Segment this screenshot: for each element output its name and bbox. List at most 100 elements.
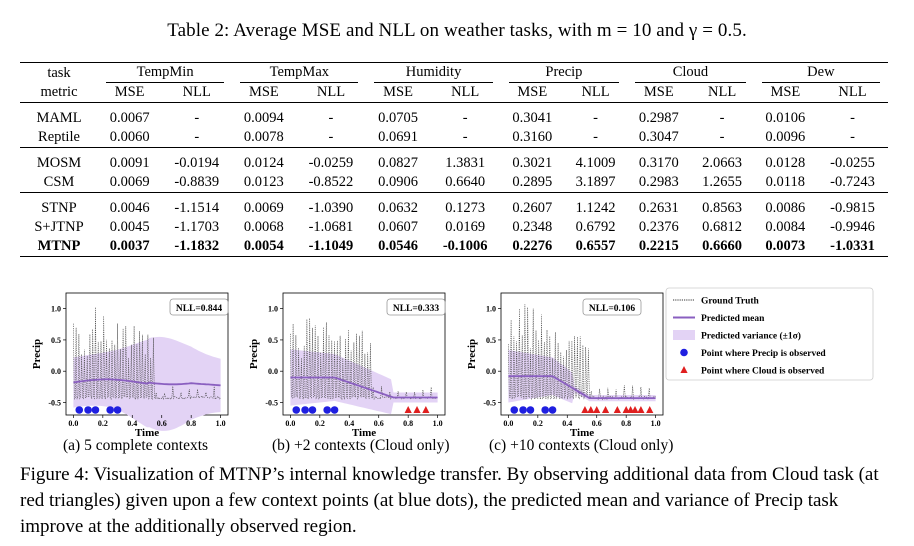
table-cell: - [719,129,725,145]
figure-panel-a: 1.0 0.5 0.0 -0.5 0.0 0.2 0.4 0.6 0.8 1.0 Precip Tim… [28,287,258,437]
results-table: task TempMin TempMax Humidity Precip Cloud Dew… [20,62,888,259]
task-name: Precip [500,62,628,83]
table-cell: 0.2276 [512,238,553,254]
task-name-label: Humidity [374,63,493,83]
precip-observed-point [106,406,114,414]
table-cell: -1.1703 [174,219,220,235]
table-cell: -0.8522 [308,174,354,190]
task-header: task [20,62,98,83]
table-cell: 1.3831 [445,155,486,171]
table-cell: 0.2983 [638,174,679,190]
y-tick-label: 1.0 [51,305,61,314]
table-cell: 0.0705 [378,110,418,126]
task-name-label: Precip [508,63,620,83]
task-name-label: Dew [761,63,880,83]
table-cell: 0.6640 [445,174,486,190]
nll-box [169,298,229,316]
table-cell: 0.0091 [109,155,150,171]
table-cell: - [593,110,598,126]
table-cell: 0.2376 [638,219,679,235]
x-tick-label: 0.2 [315,419,325,428]
cloud-observed-point [613,405,621,413]
y-axis-label: Precip [248,339,260,369]
precip-observed-point [75,406,84,414]
precip-observed-point [526,406,535,414]
figure-legend: Ground Truth Predicted mean Predicted vari… [665,287,874,381]
x-tick-label: 0.6 [157,419,167,428]
table-cell: 0.3170 [638,155,679,171]
nll-label: NLL=0.333 [393,304,440,314]
table-cell: 0.0094 [243,110,284,126]
y-tick-label: 1.0 [268,305,278,314]
precip-observed-point [548,406,557,414]
metric-name: NLL [451,84,480,100]
table-cell: - [719,110,725,126]
table-cell: 0.0078 [243,129,284,145]
ground-truth-line [73,307,221,401]
method-name: Reptile [38,129,80,145]
table-cell: 0.0096 [765,129,806,145]
table-cell: -0.0255 [830,155,875,171]
nll-label: NLL=0.106 [589,304,636,314]
predicted-mean-line [508,375,656,399]
method-name: S+JTNP [34,219,84,235]
x-tick-label: 1.0 [651,419,661,428]
table-cell: 2.0663 [702,155,743,171]
x-axis-label: Time [352,427,376,437]
nll-label: NLL=0.844 [176,304,223,314]
nll-box [582,298,642,316]
predicted-mean-line [73,378,221,387]
table-cell: -1.0681 [308,219,354,235]
metric-name: NLL [838,84,867,100]
table-cell: - [328,129,334,145]
table-cell: 0.0546 [378,238,418,254]
precip-observed-point [84,406,92,414]
y-tick-label: 1.0 [486,305,496,314]
x-tick-label: 0.6 [592,419,602,428]
y-tick-label: -0.5 [483,398,496,407]
table-cell: 0.0607 [378,219,418,235]
table-cell: 0.6660 [702,238,743,254]
y-tick-label: 0.5 [486,336,496,345]
table-cell: 0.6812 [702,219,743,235]
table-row: MAML 0.0067 - 0.0094 - 0.0705 - 0.3041 - 0.2987 - 0… [20,109,888,128]
figure-panel-c: 1.0 0.5 0.0 -0.5 0.0 0.2 0.4 0.6 0.8 1.0 Precip Tim… [463,287,673,437]
method-name: MAML [36,110,82,126]
cloud-observed-point [631,405,639,413]
task-name: Dew [753,62,888,83]
y-tick-label: 0.5 [268,336,278,345]
legend-blue-dot [680,348,688,357]
table-cell: 0.2215 [638,238,679,254]
table-cell: - [850,129,855,145]
table-cell: 0.0691 [378,129,418,145]
y-tick-label: -0.5 [265,398,278,407]
table-cell: -0.1006 [442,238,488,254]
task-name-label: TempMin [106,63,225,83]
table-cell: 0.0037 [109,238,150,254]
x-tick-label: 0.8 [621,419,631,428]
table-row: Reptile 0.0060 - 0.0078 - 0.0691 - 0.3160 - 0.304… [20,128,888,148]
cloud-observed-point [587,405,595,413]
precip-observed-point [510,406,519,414]
table-cell: -1.0331 [830,238,875,254]
table-cell: 0.0067 [109,110,150,126]
x-tick-label: 1.0 [216,419,226,428]
table-cell: 0.3047 [638,129,679,145]
table-cell: 3.1897 [575,174,616,190]
table-cell: 0.0906 [378,174,418,190]
table-cell: - [462,129,468,145]
plot-frame [500,292,664,416]
metric-name: NLL [707,84,737,100]
cloud-observed-point [601,405,610,413]
method-name: MTNP [37,238,81,254]
table-cell: 0.0054 [243,238,284,254]
metric-name: MSE [517,84,548,100]
table-cell: - [462,110,468,126]
metric-name: MSE [770,84,801,100]
table-cell: 0.0086 [765,200,806,216]
subcaption-c: (c) +10 contexts (Cloud only) [489,437,674,454]
table-cell: -0.7243 [830,174,875,190]
table-cell: 0.0068 [243,219,284,235]
table-cell: 0.0106 [765,110,806,126]
method-name: MOSM [36,155,82,171]
